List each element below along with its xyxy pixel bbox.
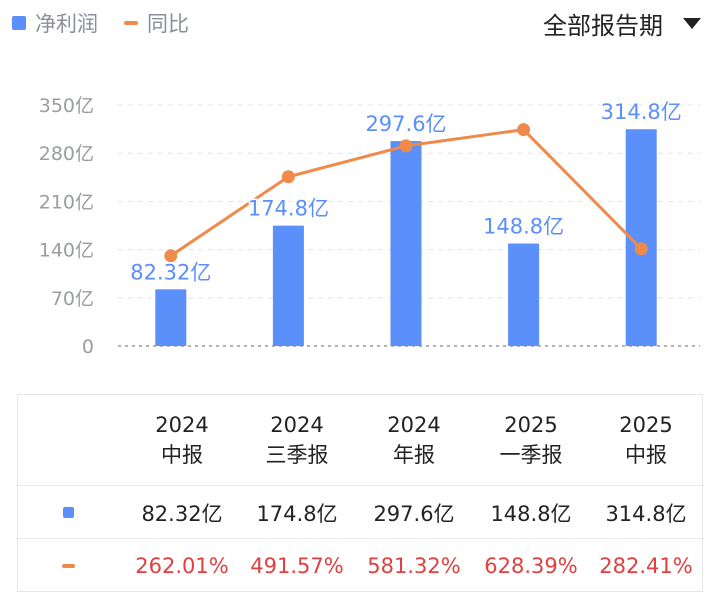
y-tick-label: 70亿 (51, 288, 94, 310)
table-cell: 628.39% (473, 539, 589, 592)
cell-value: 148.8亿 (490, 501, 572, 526)
yoy-point (281, 170, 295, 184)
table-cell: 314.8亿 (588, 486, 704, 539)
legend-label: 同比 (147, 12, 189, 36)
legend-item-yoy[interactable]: 同比 (124, 8, 189, 38)
bar-value-label: 148.8亿 (483, 215, 564, 239)
cell-value: 491.57% (250, 553, 344, 578)
bar-value-label: 314.8亿 (601, 100, 682, 124)
header-period: 中报 (625, 443, 667, 467)
header-period: 一季报 (499, 443, 563, 467)
yoy-point (399, 139, 413, 153)
bar (390, 141, 422, 346)
table-header-cell: 2024 三季报 (239, 395, 355, 485)
cell-value: 174.8亿 (256, 501, 338, 526)
line-marker-icon (61, 563, 75, 568)
cell-value: 82.32亿 (141, 501, 223, 526)
legend-swatch-line (124, 21, 138, 25)
row-marker-cell (18, 539, 118, 592)
table-row-yoy: 262.01% 491.57% 581.32% 628.39% 282.41% (18, 538, 702, 592)
cell-value: 297.6亿 (373, 501, 455, 526)
table-cell: 491.57% (239, 539, 355, 592)
header-year: 2024 (270, 413, 324, 437)
table-row-net-profit: 82.32亿 174.8亿 297.6亿 148.8亿 314.8亿 (18, 485, 702, 539)
header-period: 三季报 (265, 443, 329, 467)
table-cell: 297.6亿 (356, 486, 472, 539)
table-cell: 581.32% (356, 539, 472, 592)
table-cell: 174.8亿 (239, 486, 355, 539)
chart-legend: 净利润 同比 (12, 8, 215, 38)
table-cell: 262.01% (124, 539, 240, 592)
legend-item-net-profit[interactable]: 净利润 (12, 8, 98, 38)
header-period: 中报 (161, 443, 203, 467)
row-marker-cell (18, 486, 118, 539)
header-period: 年报 (393, 443, 435, 467)
bar (272, 225, 304, 346)
chart-plot: 350亿 280亿 210亿 140亿 70亿 0 82.32亿 174.8亿 297.6亿 14… (39, 95, 700, 358)
header-year: 2024 (155, 413, 209, 437)
table-cell: 82.32亿 (124, 486, 240, 539)
table-header-blank (18, 395, 118, 485)
period-dropdown[interactable]: 全部报告期 (543, 6, 701, 40)
bar-value-label: 82.32亿 (130, 260, 211, 284)
cell-value: 628.39% (484, 553, 578, 578)
square-marker-icon (62, 507, 74, 518)
table-header-cell: 2025 一季报 (473, 395, 589, 485)
yoy-point (164, 249, 178, 263)
yoy-point (517, 123, 531, 137)
y-tick-label: 280亿 (39, 143, 94, 165)
table-cell: 282.41% (588, 539, 704, 592)
bar-value-label: 174.8亿 (248, 197, 329, 221)
caret-down-icon (683, 17, 701, 29)
y-tick-label: 140亿 (39, 240, 94, 262)
period-dropdown-label: 全部报告期 (543, 11, 663, 40)
header-year: 2025 (619, 413, 673, 437)
legend-swatch-square (12, 16, 26, 30)
legend-label: 净利润 (35, 12, 98, 36)
cell-value: 262.01% (135, 553, 229, 578)
y-tick-label: 350亿 (39, 95, 94, 117)
header-year: 2024 (387, 413, 441, 437)
data-table: 2024 中报 2024 三季报 2024 年报 2025 一季报 2025 中… (17, 394, 703, 592)
table-header-cell: 2024 年报 (356, 395, 472, 485)
yoy-point (634, 242, 648, 256)
table-cell: 148.8亿 (473, 486, 589, 539)
table-header-cell: 2025 中报 (588, 395, 704, 485)
bar (155, 289, 187, 346)
table-header-row: 2024 中报 2024 三季报 2024 年报 2025 一季报 2025 中… (18, 395, 702, 485)
bar (508, 243, 540, 346)
cell-value: 581.32% (367, 553, 461, 578)
cell-value: 282.41% (599, 553, 693, 578)
y-tick-label: 210亿 (39, 191, 94, 213)
bar-value-label: 297.6亿 (365, 112, 446, 136)
y-tick-label: 0 (82, 336, 94, 358)
table-header-cell: 2024 中报 (124, 395, 240, 485)
cell-value: 314.8亿 (605, 501, 687, 526)
header-year: 2025 (504, 413, 558, 437)
